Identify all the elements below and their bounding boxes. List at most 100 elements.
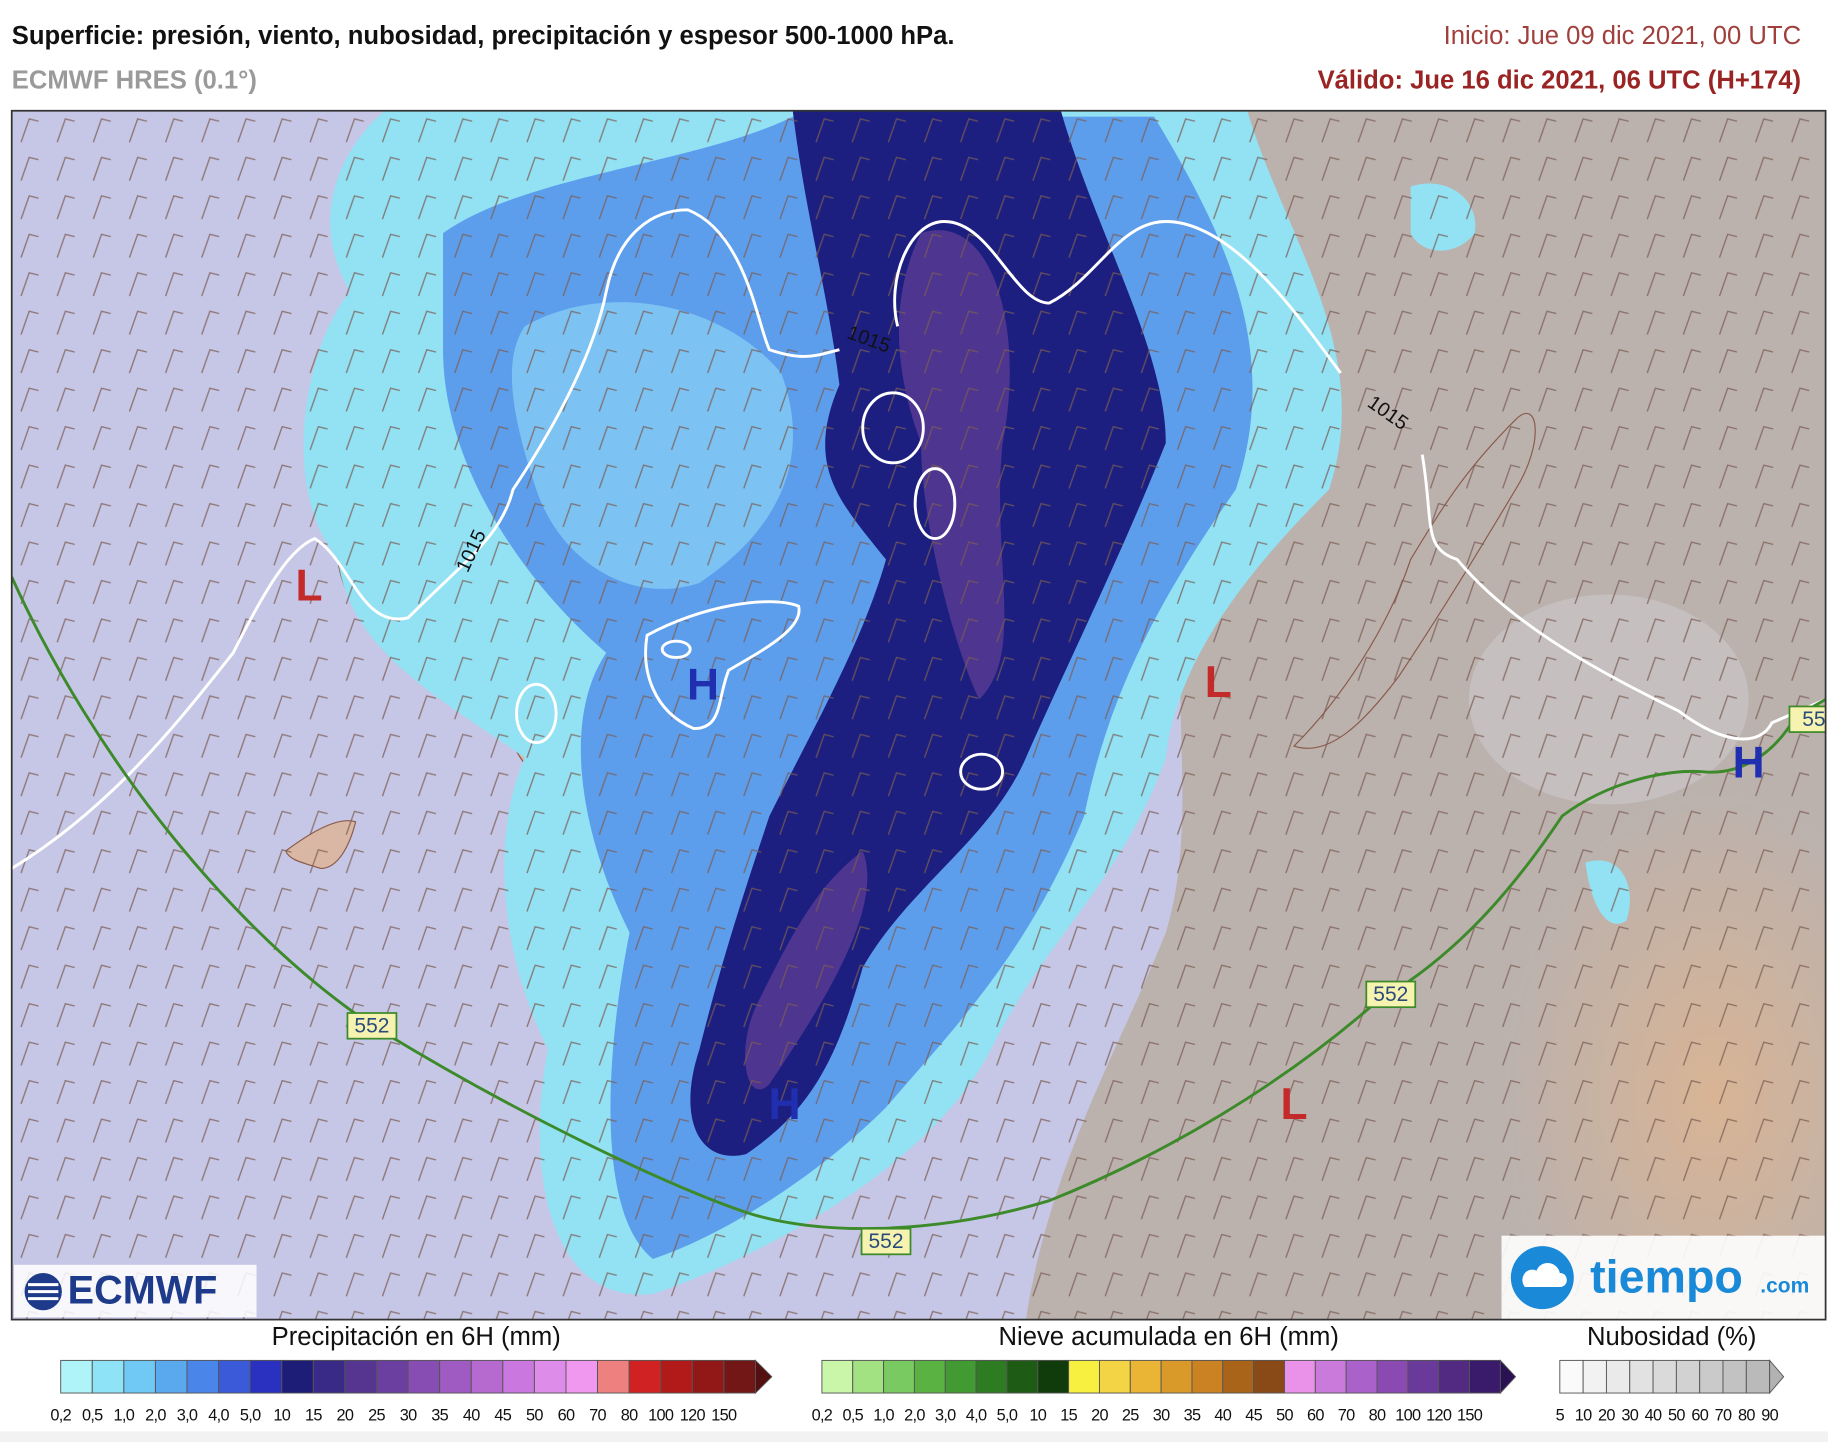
legend-swatch	[944, 1359, 977, 1394]
legend-swatch	[1438, 1359, 1470, 1394]
legend-swatch	[249, 1359, 283, 1394]
legend-swatch	[1314, 1359, 1347, 1394]
thickness-label: 552	[1373, 983, 1408, 1006]
legend-label: 50	[1668, 1407, 1685, 1425]
legend-label: 70	[589, 1407, 606, 1425]
map-frame	[10, 109, 1827, 1321]
legend-swatch	[1675, 1359, 1701, 1394]
legend-label: 4,0	[966, 1407, 987, 1425]
thickness-label-box	[860, 1227, 912, 1256]
legend-title: Nieve acumulada en 6H (mm)	[999, 1323, 1339, 1351]
legend-swatch	[1222, 1359, 1255, 1394]
legend-label: 120	[680, 1407, 706, 1425]
legend-swatch	[91, 1359, 125, 1394]
legend-label: 40	[1214, 1407, 1231, 1425]
legend-label: 15	[305, 1407, 322, 1425]
valid-time: Válido: Jue 16 dic 2021, 06 UTC (H+174)	[1318, 66, 1802, 94]
thickness-label: 552	[354, 1015, 389, 1038]
bottom-strip	[0, 1431, 1828, 1442]
legend-label: 20	[337, 1407, 354, 1425]
legend-label: 5,0	[997, 1407, 1018, 1425]
legend-label: 70	[1715, 1407, 1732, 1425]
legend-label: 0,2	[50, 1407, 71, 1425]
ecmwf-logo: ECMWF	[14, 1264, 257, 1318]
legend-swatch	[883, 1359, 915, 1394]
legend-label: 20	[1598, 1407, 1615, 1425]
legend-label: 90	[1761, 1407, 1778, 1425]
legend-label: 30	[400, 1407, 417, 1425]
legend-label: 40	[463, 1407, 480, 1425]
legend-label: 3,0	[935, 1407, 956, 1425]
legend-label: 0,5	[842, 1407, 863, 1425]
legend-label: 150	[711, 1407, 737, 1425]
legend-swatch	[1098, 1359, 1131, 1394]
legend-label: 25	[368, 1407, 385, 1425]
legend-swatch	[1068, 1359, 1100, 1394]
pressure-center: L	[1280, 1080, 1307, 1129]
legend-swatch	[1745, 1359, 1771, 1394]
legend-label: 120	[1426, 1407, 1452, 1425]
legend-swatch	[597, 1359, 630, 1394]
thickness-label: 55	[1802, 708, 1825, 731]
pressure-center: H	[687, 660, 719, 709]
legend-label: 1,0	[873, 1407, 894, 1425]
legend-arrow	[1499, 1359, 1517, 1395]
legend-swatch	[565, 1359, 599, 1394]
thickness-label-box	[1365, 980, 1417, 1009]
legend-label: 3,0	[177, 1407, 198, 1425]
legend-swatch	[1629, 1359, 1654, 1394]
legend-label: 60	[558, 1407, 575, 1425]
legend-label: 4,0	[208, 1407, 229, 1425]
legend-swatch	[312, 1359, 346, 1394]
legend-label: 0,5	[82, 1407, 103, 1425]
legend-arrow	[754, 1359, 773, 1395]
isobars	[11, 208, 1826, 870]
legend-swatch	[1345, 1359, 1378, 1394]
legend-label: 150	[1457, 1407, 1483, 1425]
legend-label: 2,0	[145, 1407, 166, 1425]
pressure-center: L	[1205, 658, 1232, 707]
legend-swatch	[913, 1359, 946, 1394]
thickness-line	[11, 576, 1826, 1231]
legend-label: 60	[1691, 1407, 1708, 1425]
legend-label: 50	[526, 1407, 543, 1425]
legend-label: 100	[648, 1407, 674, 1425]
legend-swatch	[1191, 1359, 1224, 1394]
legend-swatch	[1129, 1359, 1162, 1394]
legend-swatch	[628, 1359, 662, 1394]
legend-label: 20	[1091, 1407, 1108, 1425]
run-time: Inicio: Jue 09 dic 2021, 00 UTC	[1444, 22, 1802, 50]
pressure-center: H	[1733, 739, 1765, 788]
legend-label: 5,0	[240, 1407, 261, 1425]
legend-swatch	[975, 1359, 1008, 1394]
map-title: Superficie: presión, viento, nubosidad, …	[12, 22, 955, 50]
legend-swatch	[1160, 1359, 1193, 1394]
legend-label: 45	[1245, 1407, 1262, 1425]
legend-label: 70	[1338, 1407, 1355, 1425]
legend-swatch	[218, 1359, 251, 1394]
legend-label: 35	[431, 1407, 448, 1425]
legend-label: 10	[1575, 1407, 1592, 1425]
legend-label: 80	[1738, 1407, 1755, 1425]
legend-swatch	[1605, 1359, 1631, 1394]
pressure-center: L	[295, 561, 322, 610]
legend-label: 10	[1029, 1407, 1046, 1425]
legend-swatch	[376, 1359, 409, 1394]
tiempo-logo-text: tiempo	[1590, 1250, 1743, 1302]
legend-arrow	[1769, 1359, 1785, 1395]
legend-label: 60	[1307, 1407, 1324, 1425]
legend-swatch	[344, 1359, 377, 1394]
legend-swatch	[691, 1359, 725, 1394]
legend-swatch	[470, 1359, 504, 1394]
legend-swatch	[1582, 1359, 1607, 1394]
thickness-label-box	[346, 1012, 398, 1040]
legend-title: Precipitación en 6H (mm)	[272, 1323, 561, 1351]
legend-swatch	[821, 1359, 854, 1394]
legend-swatch	[1037, 1359, 1070, 1394]
legend-swatch	[660, 1359, 693, 1394]
legend-swatch	[1469, 1359, 1501, 1394]
wind-barbs	[11, 110, 1826, 1320]
legend-label: 5	[1556, 1407, 1565, 1425]
legend-label: 15	[1060, 1407, 1077, 1425]
legend-swatch	[439, 1359, 472, 1394]
